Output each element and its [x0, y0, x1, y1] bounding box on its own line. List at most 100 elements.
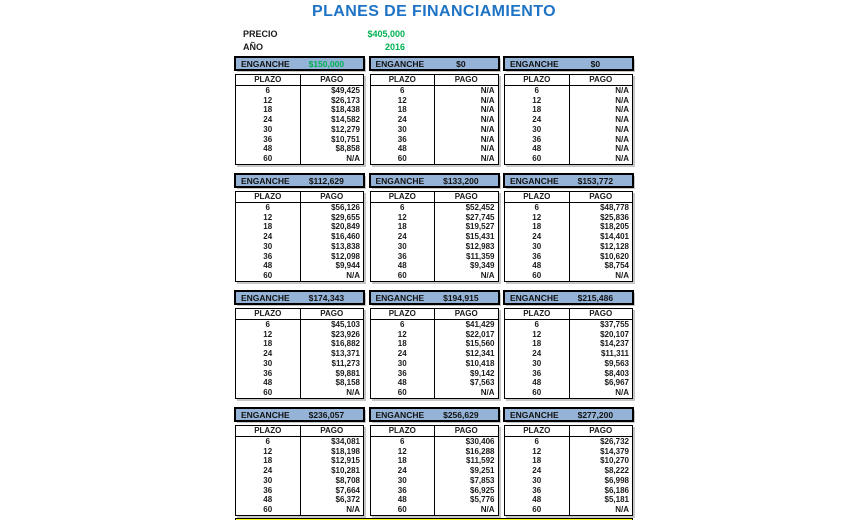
plazo-column-header: PLAZO	[254, 75, 282, 84]
plazo-value: 6	[265, 85, 270, 95]
table-row: 60 N/A	[236, 505, 363, 515]
plazo-value: 30	[263, 358, 273, 368]
enganche-label: ENGANCHE	[510, 292, 559, 303]
table-header-row: PLAZO PAGO	[505, 426, 632, 437]
plazo-value: 36	[397, 251, 407, 261]
plazo-value: 36	[397, 485, 407, 495]
table-row: 6 $34,081	[236, 437, 363, 447]
enganche-amount: $174,343	[308, 292, 345, 303]
table-row: 24 $11,311	[505, 349, 632, 359]
plazo-value: 30	[397, 475, 407, 485]
table-row: 48 N/A	[505, 144, 633, 155]
table-row: 60 N/A	[505, 271, 632, 281]
table-row: 12 $14,379	[505, 446, 633, 457]
table-row: 30 N/A	[371, 125, 498, 135]
table-row: 36 $9,142	[371, 368, 498, 379]
plazo-value: 30	[397, 124, 407, 134]
table-row: 12 $27,745	[371, 212, 498, 223]
pago-value: $8,708	[299, 476, 364, 486]
enganche-amount: $0	[590, 58, 601, 69]
table-row: 24 $8,222	[505, 466, 632, 476]
enganche-amount: $194,915	[443, 292, 479, 303]
enganche-amount: $153,772	[577, 175, 614, 186]
pago-value: $29,655	[299, 212, 364, 223]
table-row: 48 $8,754	[505, 261, 632, 272]
pago-value: $13,371	[299, 349, 364, 359]
pago-value: $9,142	[434, 368, 498, 379]
plan-table: PLAZO PAGO 6 N/A 12 N/A 18 N/A 24 N/A 30 N/A 36 N/A 48…	[369, 74, 499, 165]
plazo-value: 12	[263, 329, 273, 339]
table-row: 24 $10,281	[236, 466, 363, 476]
pago-value: $41,429	[434, 320, 498, 330]
pago-column-header: PAGO	[434, 192, 498, 202]
pago-value: $6,998	[568, 476, 633, 486]
enganche-header: ENGANCHE $256,629	[368, 407, 500, 422]
disclaimer-banner: COTIZACION SUJETA A APROBACION Y CAMBIOS…	[235, 518, 633, 520]
pago-value: N/A	[434, 125, 498, 135]
pago-value: $16,460	[299, 232, 364, 242]
plan-block: ENGANCHE $277,200 PLAZO PAGO 6 $26,732 12 $14,3…	[503, 407, 634, 516]
table-row: 6 $48,778	[505, 203, 632, 213]
plazo-value: 24	[397, 232, 407, 242]
pago-value: $12,098	[299, 251, 364, 262]
table-row: 60 N/A	[236, 388, 363, 398]
table-row: 60 N/A	[236, 154, 363, 164]
plazo-value: 12	[397, 95, 407, 105]
table-row: 60 N/A	[505, 505, 632, 515]
pago-value: N/A	[434, 105, 498, 116]
pago-value: $12,341	[434, 349, 498, 359]
pago-value: N/A	[568, 388, 633, 398]
plazo-value: 6	[534, 436, 539, 446]
pago-value: $9,563	[568, 359, 633, 369]
table-row: 30 $12,128	[505, 242, 632, 252]
pago-value: $20,849	[299, 222, 364, 233]
table-row: 24 $13,371	[236, 349, 363, 359]
table-row: 24 N/A	[371, 115, 498, 125]
pago-value: N/A	[434, 115, 498, 125]
plan-block: ENGANCHE $112,629 PLAZO PAGO 6 $56,126 12 $29,6…	[234, 173, 365, 282]
table-row: 12 $25,836	[505, 212, 632, 223]
enganche-label: ENGANCHE	[241, 292, 290, 303]
enganche-header: ENGANCHE $0	[503, 56, 634, 71]
table-row: 30 $8,708	[236, 476, 363, 486]
plazo-value: 48	[263, 378, 273, 388]
plazo-value: 30	[397, 241, 407, 251]
pago-column-header: PAGO	[568, 75, 633, 85]
enganche-header: ENGANCHE $112,629	[234, 173, 365, 188]
pago-value: $10,751	[299, 134, 364, 145]
table-row: 12 N/A	[371, 95, 498, 106]
pago-value: N/A	[568, 144, 633, 155]
table-row: 48 $9,944	[236, 261, 363, 272]
plazo-value: 60	[397, 505, 407, 515]
plazo-value: 12	[532, 212, 542, 222]
enganche-amount: $150,000	[308, 58, 345, 69]
table-row: 18 $18,205	[505, 222, 632, 233]
table-row: 6 $52,452	[371, 203, 498, 213]
pago-value: $20,107	[568, 329, 633, 340]
table-header-row: PLAZO PAGO	[370, 75, 498, 86]
ano-row: AÑO 2016	[243, 40, 633, 53]
pago-value: $12,128	[568, 242, 633, 252]
plazo-value: 48	[532, 261, 542, 271]
pago-value: $5,181	[568, 495, 633, 506]
pago-value: $56,126	[299, 203, 364, 213]
pago-value: N/A	[434, 154, 498, 164]
plazo-value: 30	[532, 358, 542, 368]
table-row: 48 $5,181	[505, 495, 633, 506]
page-title: PLANES DE FINANCIAMIENTO	[312, 3, 556, 20]
table-row: 48 N/A	[371, 144, 498, 155]
table-row: 30 $12,983	[371, 242, 498, 252]
plazo-value: 12	[263, 95, 273, 105]
plazo-column-header: PLAZO	[388, 75, 416, 84]
table-row: 36 N/A	[505, 134, 632, 145]
table-row: 24 $9,251	[371, 466, 498, 476]
pago-value: $14,379	[568, 446, 633, 457]
plazo-value: 18	[397, 222, 407, 232]
plan-block: ENGANCHE $256,629 PLAZO PAGO 6 $30,406 12 $16,2…	[368, 407, 500, 516]
plazo-value: 48	[263, 261, 273, 271]
table-row: 36 $12,098	[236, 251, 364, 262]
table-row: 36 $10,620	[505, 251, 632, 262]
plan-block: ENGANCHE $0 PLAZO PAGO 6 N/A 12 N/A 18 N/A 24 N/A 30…	[503, 56, 634, 165]
table-row: 6 $49,425	[236, 86, 363, 96]
pago-value: $13,838	[299, 242, 364, 252]
